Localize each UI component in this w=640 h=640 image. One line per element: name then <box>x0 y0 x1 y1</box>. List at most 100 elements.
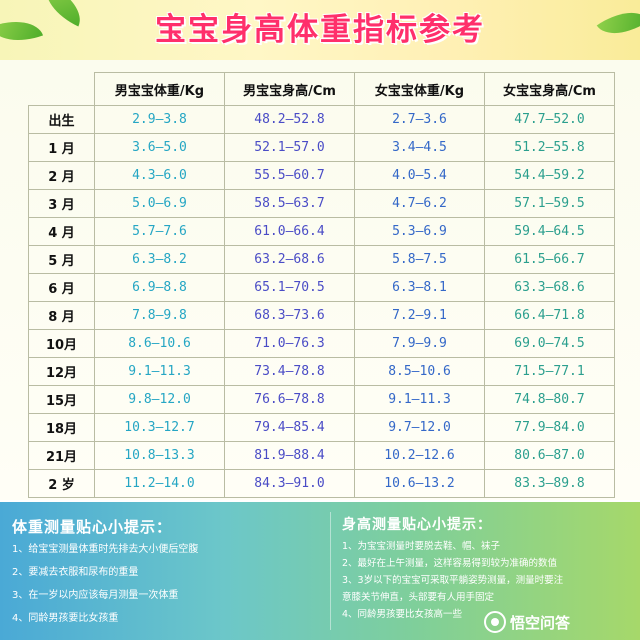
height-tip-item: 4、同龄男孩要比女孩高一些 <box>342 609 463 620</box>
gw-cell: 4.0—5.4 <box>354 161 485 190</box>
table-header-row: 男宝宝体重/Kg 男宝宝身高/Cm 女宝宝体重/Kg 女宝宝身高/Cm <box>28 72 615 106</box>
table-row: 4 月 5.7—7.6 61.0—66.4 5.3—6.9 59.4—64.5 <box>28 217 615 246</box>
height-tip-item: 1、为宝宝测量时要脱去鞋、帽、袜子 <box>342 541 501 552</box>
height-tip-item: 2、最好在上午测量，这样容易得到较为准确的数值 <box>342 558 558 569</box>
bw-cell: 2.9—3.8 <box>94 105 225 134</box>
bh-cell: 84.3—91.0 <box>224 469 355 498</box>
weight-tip-item: 3、在一岁以内应该每月测量一次体重 <box>12 590 179 601</box>
wukong-logo-icon <box>484 611 506 633</box>
gh-cell: 47.7—52.0 <box>484 105 615 134</box>
bw-cell: 7.8—9.8 <box>94 301 225 330</box>
page-title: 宝宝身高体重指标参考 <box>155 12 485 48</box>
bw-cell: 6.3—8.2 <box>94 245 225 274</box>
wukong-watermark: 悟空问答 <box>484 610 570 634</box>
gw-cell: 8.5—10.6 <box>354 357 485 386</box>
height-tip-item: 意膝关节伸直，头部要有人用手固定 <box>342 592 495 603</box>
bh-cell: 73.4—78.8 <box>224 357 355 386</box>
tips-panel <box>0 502 640 640</box>
age-cell: 3 月 <box>28 189 95 218</box>
gh-cell: 74.8—80.7 <box>484 385 615 414</box>
table-row: 2 月 4.3—6.0 55.5—60.7 4.0—5.4 54.4—59.2 <box>28 161 615 190</box>
gh-cell: 61.5—66.7 <box>484 245 615 274</box>
bh-cell: 68.3—73.6 <box>224 301 355 330</box>
bh-cell: 76.6—78.8 <box>224 385 355 414</box>
age-cell: 1 月 <box>28 133 95 162</box>
bh-cell: 55.5—60.7 <box>224 161 355 190</box>
gh-cell: 63.3—68.6 <box>484 273 615 302</box>
gw-cell: 5.3—6.9 <box>354 217 485 246</box>
bw-cell: 8.6—10.6 <box>94 329 225 358</box>
bw-cell: 9.8—12.0 <box>94 385 225 414</box>
title-banner: 宝宝身高体重指标参考 <box>0 0 640 60</box>
bh-cell: 58.5—63.7 <box>224 189 355 218</box>
height-tip-item: 3、3岁以下的宝宝可采取平躺姿势测量，测量时要注 <box>342 575 564 586</box>
bw-cell: 5.7—7.6 <box>94 217 225 246</box>
age-cell: 4 月 <box>28 217 95 246</box>
gh-cell: 66.4—71.8 <box>484 301 615 330</box>
gh-cell: 51.2—55.8 <box>484 133 615 162</box>
gh-cell: 80.6—87.0 <box>484 441 615 470</box>
gh-cell: 77.9—84.0 <box>484 413 615 442</box>
weight-tips: 体重测量贴心小提示： 1、给宝宝测量体重时先排去大小便后空腹 2、要减去衣服和尿… <box>12 516 324 635</box>
bh-cell: 71.0—76.3 <box>224 329 355 358</box>
header-girl-weight: 女宝宝体重/Kg <box>354 72 485 106</box>
bh-cell: 81.9—88.4 <box>224 441 355 470</box>
table-row: 15月 9.8—12.0 76.6—78.8 9.1—11.3 74.8—80.7 <box>28 385 615 414</box>
gw-cell: 7.2—9.1 <box>354 301 485 330</box>
growth-table: 男宝宝体重/Kg 男宝宝身高/Cm 女宝宝体重/Kg 女宝宝身高/Cm 出生 2.… <box>28 72 615 498</box>
bw-cell: 5.0—6.9 <box>94 189 225 218</box>
table-row: 5 月 6.3—8.2 63.2—68.6 5.8—7.5 61.5—66.7 <box>28 245 615 274</box>
age-cell: 6 月 <box>28 273 95 302</box>
gh-cell: 69.0—74.5 <box>484 329 615 358</box>
table-row: 2 岁 11.2—14.0 84.3—91.0 10.6—13.2 83.3—89.8 <box>28 469 615 498</box>
gw-cell: 7.9—9.9 <box>354 329 485 358</box>
header-girl-height: 女宝宝身高/Cm <box>484 72 615 106</box>
age-cell: 2 月 <box>28 161 95 190</box>
gw-cell: 4.7—6.2 <box>354 189 485 218</box>
age-cell: 12月 <box>28 357 95 386</box>
age-cell: 10月 <box>28 329 95 358</box>
gh-cell: 59.4—64.5 <box>484 217 615 246</box>
gw-cell: 10.2—12.6 <box>354 441 485 470</box>
age-cell: 8 月 <box>28 301 95 330</box>
gw-cell: 5.8—7.5 <box>354 245 485 274</box>
watermark-text: 悟空问答 <box>510 613 571 632</box>
bw-cell: 3.6—5.0 <box>94 133 225 162</box>
table-row: 3 月 5.0—6.9 58.5—63.7 4.7—6.2 57.1—59.5 <box>28 189 615 218</box>
table-row: 8 月 7.8—9.8 68.3—73.6 7.2—9.1 66.4—71.8 <box>28 301 615 330</box>
table-row: 12月 9.1—11.3 73.4—78.8 8.5—10.6 71.5—77.1 <box>28 357 615 386</box>
weight-tip-item: 1、给宝宝测量体重时先排去大小便后空腹 <box>12 544 199 555</box>
gw-cell: 9.1—11.3 <box>354 385 485 414</box>
weight-tip-item: 2、要减去衣服和尿布的重量 <box>12 567 139 578</box>
bw-cell: 10.8—13.3 <box>94 441 225 470</box>
weight-tip-item: 4、同龄男孩要比女孩重 <box>12 613 119 624</box>
age-cell: 2 岁 <box>28 469 95 498</box>
age-cell: 15月 <box>28 385 95 414</box>
gh-cell: 71.5—77.1 <box>484 357 615 386</box>
gw-cell: 3.4—4.5 <box>354 133 485 162</box>
table-row: 1 月 3.6—5.0 52.1—57.0 3.4—4.5 51.2—55.8 <box>28 133 615 162</box>
bh-cell: 61.0—66.4 <box>224 217 355 246</box>
bh-cell: 65.1—70.5 <box>224 273 355 302</box>
age-cell: 出生 <box>28 105 95 134</box>
bw-cell: 9.1—11.3 <box>94 357 225 386</box>
height-tips-title: 身高测量贴心小提示： <box>342 517 492 533</box>
table-corner-cell <box>28 72 95 106</box>
gh-cell: 57.1—59.5 <box>484 189 615 218</box>
bw-cell: 4.3—6.0 <box>94 161 225 190</box>
table-row: 21月 10.8—13.3 81.9—88.4 10.2—12.6 80.6—87.0 <box>28 441 615 470</box>
height-tips: 身高测量贴心小提示： 1、为宝宝测量时要脱去鞋、帽、袜子 2、最好在上午测量，这… <box>342 514 634 625</box>
age-cell: 5 月 <box>28 245 95 274</box>
bh-cell: 48.2—52.8 <box>224 105 355 134</box>
bh-cell: 79.4—85.4 <box>224 413 355 442</box>
gw-cell: 10.6—13.2 <box>354 469 485 498</box>
table-row: 18月 10.3—12.7 79.4—85.4 9.7—12.0 77.9—84.0 <box>28 413 615 442</box>
table-row: 6 月 6.9—8.8 65.1—70.5 6.3—8.1 63.3—68.6 <box>28 273 615 302</box>
bw-cell: 6.9—8.8 <box>94 273 225 302</box>
gw-cell: 6.3—8.1 <box>354 273 485 302</box>
bw-cell: 10.3—12.7 <box>94 413 225 442</box>
gh-cell: 83.3—89.8 <box>484 469 615 498</box>
tips-divider <box>330 512 331 630</box>
gw-cell: 9.7—12.0 <box>354 413 485 442</box>
bh-cell: 52.1—57.0 <box>224 133 355 162</box>
